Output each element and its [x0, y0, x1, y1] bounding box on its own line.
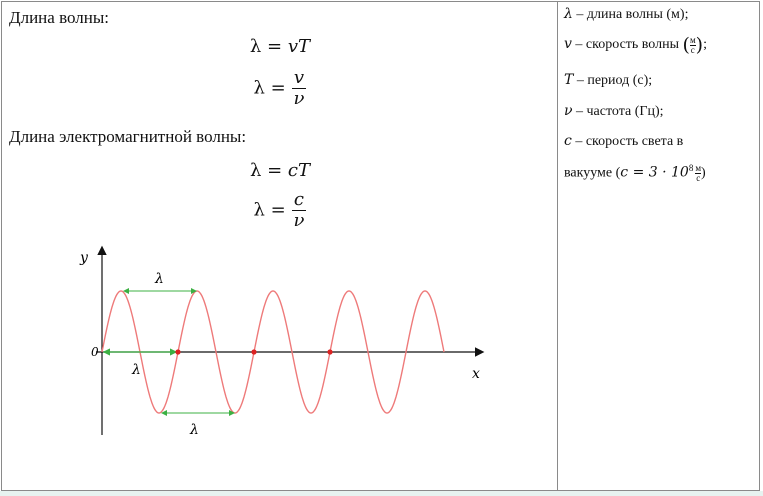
fraction: c ν — [291, 189, 307, 231]
x-axis-label: x — [472, 366, 480, 382]
legend-symbol: c — [564, 133, 572, 149]
node-point — [175, 349, 181, 355]
formula-lhs: λ = — [253, 77, 286, 99]
legend-symbol: λ — [564, 6, 573, 22]
formula-lambda-c-over-nu: λ = c ν — [200, 190, 360, 231]
formula-lambda-v-over-nu: λ = v ν — [200, 68, 360, 109]
legend-light-speed: c – скорость света в — [564, 133, 683, 150]
bottom-strip — [0, 491, 763, 496]
fraction-denominator: ν — [291, 88, 307, 109]
legend-text: – период (с); — [573, 73, 653, 88]
legend-symbol: ν — [564, 103, 573, 119]
formula-lhs: λ = — [253, 199, 286, 221]
y-axis-label: y — [79, 250, 89, 266]
legend-speed: v – скорость волны (м с); — [564, 34, 707, 56]
formula-lambda-ct: λ = cT — [200, 160, 360, 181]
column-divider — [557, 1, 558, 491]
node-point — [251, 349, 257, 355]
legend-text: – длина волны (м); — [572, 7, 689, 22]
legend-text: – скорость света в — [571, 134, 684, 149]
lambda-label-top: λ — [154, 271, 164, 287]
exponent: 8 — [688, 163, 694, 173]
legend-symbol: T — [564, 72, 574, 88]
legend-text: вакууме ( — [564, 165, 621, 181]
lambda-label-bottom: λ — [189, 422, 199, 438]
formula-lhs: λ = — [249, 160, 283, 181]
fraction-numerator: v — [293, 67, 305, 88]
origin-label: 0 — [91, 345, 99, 359]
heading-em-wavelength: Длина электромагнитной волны: — [9, 127, 247, 146]
formula-rhs: cT — [287, 160, 311, 181]
legend-frequency: ν – частота (Гц); — [564, 103, 664, 120]
light-speed-expression: c = 3 · 10 — [620, 164, 689, 181]
formula-lambda-vt: λ = vT — [200, 36, 360, 57]
legend-light-speed-value: вакууме (c = 3 · 108 м с) — [564, 162, 706, 183]
legend-symbol: v — [564, 36, 572, 53]
wave-diagram: y x 0 λ λ λ — [79, 245, 485, 438]
legend-text: – частота (Гц); — [572, 104, 664, 119]
formula-lhs: λ = — [249, 36, 283, 57]
sine-wave — [101, 290, 445, 414]
fraction-numerator: c — [293, 189, 305, 210]
node-point — [327, 349, 333, 355]
lambda-label-axis: λ — [131, 362, 141, 378]
legend-wavelength: λ – длина волны (м); — [564, 6, 688, 23]
legend-period: T – период (с); — [564, 72, 652, 89]
fraction: v ν — [291, 67, 307, 109]
heading-wavelength: Длина волны: — [9, 8, 109, 27]
legend-text: – скорость волны — [571, 37, 683, 53]
formula-rhs: vT — [287, 36, 311, 57]
fraction-denominator: ν — [291, 210, 307, 231]
